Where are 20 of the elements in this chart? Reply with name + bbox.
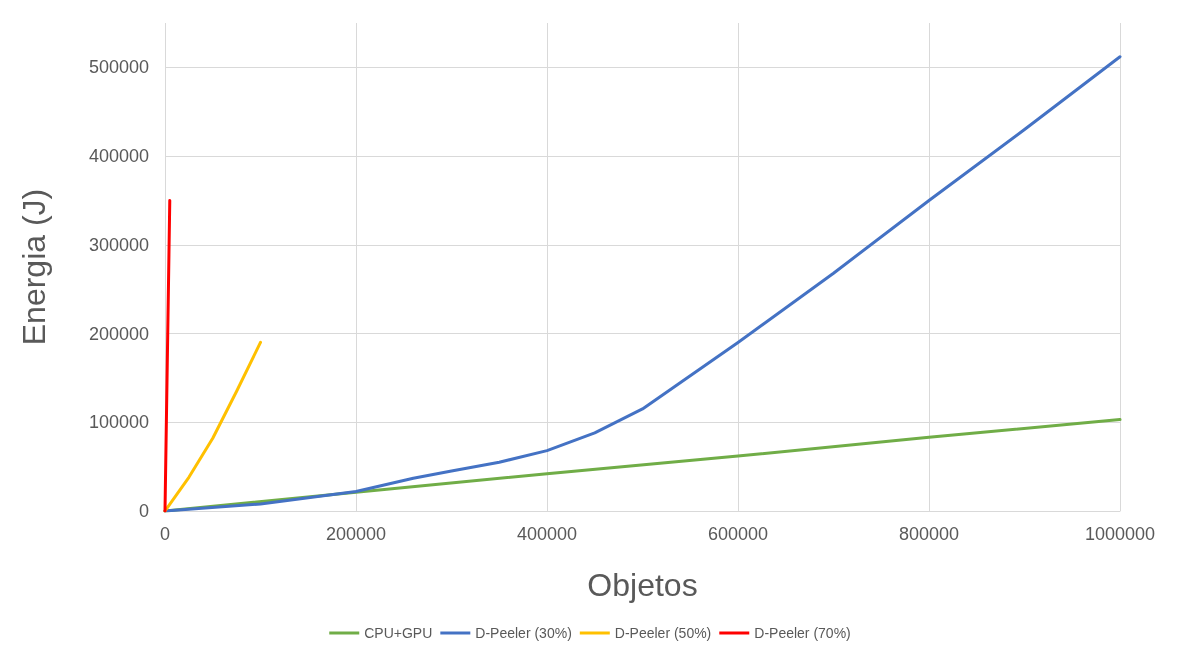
x-tick-label: 400000 (516, 524, 578, 544)
y-tick-label: 100000 (88, 412, 149, 433)
legend-label: D-Peeler (50%) (614, 625, 712, 641)
y-tick-label: 200000 (88, 323, 149, 344)
y-tick-label: 400000 (88, 146, 149, 167)
x-tick-label: 800000 (898, 524, 960, 544)
legend-label: CPU+GPU (364, 625, 433, 641)
y-tick-label: 0 (138, 501, 149, 521)
legend-label: D-Peeler (70%) (754, 625, 851, 641)
y-tick-label: 500000 (88, 57, 149, 78)
line-series (163, 340, 262, 513)
y-axis-title: Energia (J) (16, 188, 52, 346)
x-axis-title: Objetos (587, 567, 698, 603)
y-tick-label: 300000 (88, 234, 149, 255)
x-tick-label: 600000 (707, 524, 769, 544)
line-series (163, 55, 1122, 513)
x-tick-label: 200000 (325, 524, 387, 544)
x-tick-label: 0 (159, 524, 171, 544)
x-tick-label: 1000000 (1084, 524, 1156, 544)
legend-label: D-Peeler (30%) (475, 625, 572, 641)
